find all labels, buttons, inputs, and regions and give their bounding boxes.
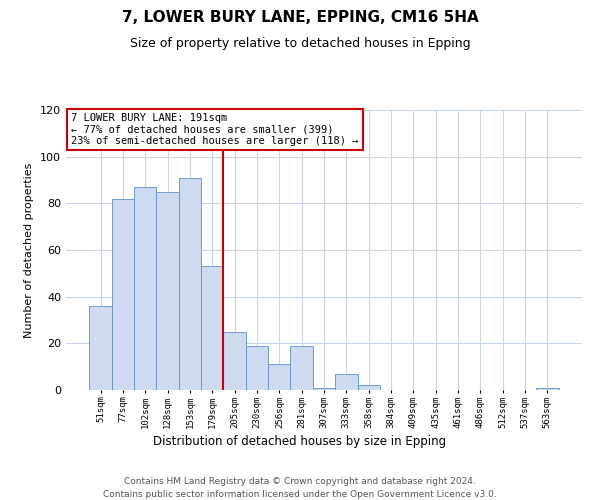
Bar [89, 306, 112, 390]
Text: 7, LOWER BURY LANE, EPPING, CM16 5HA: 7, LOWER BURY LANE, EPPING, CM16 5HA [122, 10, 478, 25]
Bar [268, 364, 290, 390]
Bar [201, 266, 223, 390]
Bar [112, 198, 134, 390]
Y-axis label: Number of detached properties: Number of detached properties [25, 162, 34, 338]
Bar [179, 178, 201, 390]
Text: 7 LOWER BURY LANE: 191sqm
← 77% of detached houses are smaller (399)
23% of semi: 7 LOWER BURY LANE: 191sqm ← 77% of detac… [71, 113, 359, 146]
Bar [223, 332, 246, 390]
Text: Size of property relative to detached houses in Epping: Size of property relative to detached ho… [130, 38, 470, 51]
Text: Distribution of detached houses by size in Epping: Distribution of detached houses by size … [154, 435, 446, 448]
Bar [246, 346, 268, 390]
Bar [313, 388, 335, 390]
Bar [157, 192, 179, 390]
Bar [536, 388, 559, 390]
Text: Contains HM Land Registry data © Crown copyright and database right 2024.: Contains HM Land Registry data © Crown c… [124, 478, 476, 486]
Bar [290, 346, 313, 390]
Text: Contains public sector information licensed under the Open Government Licence v3: Contains public sector information licen… [103, 490, 497, 499]
Bar [335, 374, 358, 390]
Bar [358, 386, 380, 390]
Bar [134, 187, 157, 390]
